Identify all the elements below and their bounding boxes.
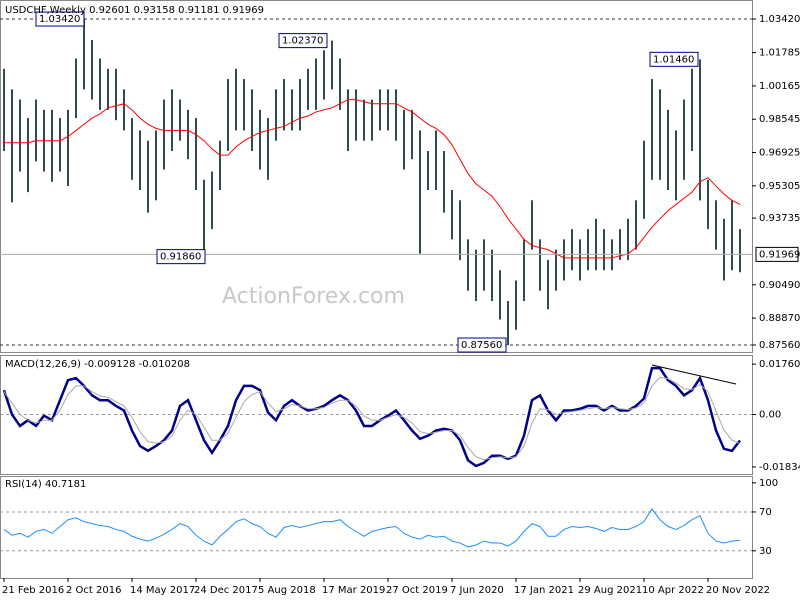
panel-title: USDCHF,Weekly 0.92601 0.93158 0.91181 0.… <box>5 5 264 16</box>
annotation-box <box>649 51 699 67</box>
x-tick-label: 29 Aug 2021 <box>578 585 642 596</box>
annotation-box <box>278 33 328 49</box>
panel-title: RSI(14) 40.7181 <box>5 479 86 490</box>
indicator-line <box>3 376 741 461</box>
x-tick-label: 10 Apr 2022 <box>642 585 704 596</box>
y-tick-label: 1.03420 <box>759 14 800 25</box>
y-tick-label: 70 <box>759 507 772 518</box>
y-tick-label: 0.88870 <box>759 313 800 324</box>
y-tick-label: 0.90490 <box>759 280 800 291</box>
x-tick-label: 5 Aug 2018 <box>258 585 316 596</box>
annotation-box <box>156 249 206 265</box>
annotation-label: 0.87560 <box>461 340 502 351</box>
y-tick-label: 0.00 <box>759 409 781 420</box>
x-tick-label: 24 Dec 2017 <box>194 585 258 596</box>
x-tick-label: 27 Oct 2019 <box>386 585 448 596</box>
x-tick-label: 2 Oct 2016 <box>66 585 121 596</box>
y-tick-label: 0.017603 <box>759 359 800 370</box>
price-panel <box>0 0 753 353</box>
y-tick-label: -0.01834 <box>759 462 800 473</box>
moving-average <box>4 99 741 259</box>
y-tick-label: 0.95305 <box>759 181 800 192</box>
last-price-box <box>755 246 799 262</box>
annotation-box <box>35 11 85 27</box>
y-tick-label: 0.96925 <box>759 148 800 159</box>
panel-title: MACD(12,26,9) -0.009128 -0.010208 <box>5 359 190 370</box>
x-tick-label: 7 Jun 2020 <box>450 585 504 596</box>
annotation-label: 1.01460 <box>653 54 694 65</box>
y-tick-label: 0.87560 <box>759 340 800 351</box>
macd-panel <box>0 355 753 475</box>
annotation-label: 0.91860 <box>160 252 201 263</box>
y-tick-label: 30 <box>759 546 772 557</box>
y-tick-label: 1.01785 <box>759 48 800 59</box>
trend-line <box>651 364 737 385</box>
y-tick-label: 100 <box>759 478 778 489</box>
x-tick-label: 14 May 2017 <box>130 585 195 596</box>
x-tick-label: 17 Mar 2019 <box>322 585 385 596</box>
x-tick-label: 21 Feb 2016 <box>2 585 64 596</box>
rsi-panel <box>0 476 753 579</box>
watermark: ActionForex.com <box>222 284 405 309</box>
annotation-box <box>457 337 507 353</box>
y-tick-label: 0.93735 <box>759 213 800 224</box>
annotation-label: 1.02370 <box>282 36 323 47</box>
indicator-line <box>3 508 741 548</box>
x-tick-label: 17 Jan 2021 <box>514 585 574 596</box>
y-tick-label: 0.98545 <box>759 114 800 125</box>
x-tick-label: 20 Nov 2022 <box>706 585 770 596</box>
indicator-line <box>2 366 741 468</box>
y-tick-label: 1.00165 <box>759 81 800 92</box>
annotation-label: 1.03420 <box>39 14 80 25</box>
last-price-label: 0.91969 <box>759 249 800 260</box>
